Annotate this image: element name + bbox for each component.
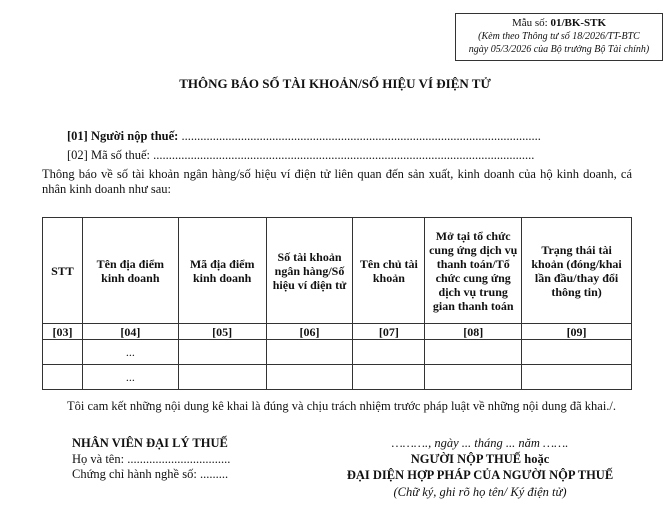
table-cell xyxy=(177,339,267,365)
header-provider: Mở tại tổ chức cung ứng dịch vụ thanh to… xyxy=(424,217,523,324)
table-cell xyxy=(352,339,426,365)
form-note-line2: ngày 05/3/2026 của Bộ trưởng Bộ Tài chín… xyxy=(468,44,650,55)
table-row: ... xyxy=(42,339,632,365)
header-status: Trạng thái tài khoản (đóng/khai lần đầu/… xyxy=(521,217,632,324)
taxpayer-label: [01] Người nộp thuế: xyxy=(67,129,179,143)
account-table: STT Tên địa điểm kinh doanh Mã địa điểm … xyxy=(42,217,632,390)
date-line: ………., ngày ... tháng ... năm ……. xyxy=(391,436,569,450)
table-cell: ... xyxy=(81,339,179,365)
code-cell: [05] xyxy=(177,323,267,340)
signature-note: (Chữ ký, ghi rõ họ tên/ Ký điện tử) xyxy=(393,485,567,499)
table-cell xyxy=(352,364,426,390)
intro-text: Thông báo về số tài khoản ngân hàng/số h… xyxy=(42,167,632,196)
table-cell xyxy=(424,364,523,390)
agent-name-line: Họ và tên: .............................… xyxy=(72,452,231,466)
code-cell: [06] xyxy=(265,323,354,340)
table-cell xyxy=(521,339,632,365)
form-code-box: Mẫu số: 01/BK-STK (Kèm theo Thông tư số … xyxy=(455,13,663,61)
table-cell xyxy=(42,364,83,390)
form-note-line1: (Kèm theo Thông tư số 18/2026/TT-BTC xyxy=(478,31,640,42)
document-title: THÔNG BÁO SỐ TÀI KHOẢN/SỐ HIỆU VÍ ĐIỆN T… xyxy=(179,76,491,91)
code-cell: [04] xyxy=(81,323,179,340)
tax-code-field: [02] Mã số thuế: .......................… xyxy=(67,148,534,163)
code-cell: [03] xyxy=(42,323,83,340)
taxpayer-value: ........................................… xyxy=(181,129,541,143)
code-cell: [09] xyxy=(521,323,632,340)
table-cell xyxy=(424,339,523,365)
signer-title-2: ĐẠI DIỆN HỢP PHÁP CỦA NGƯỜI NỘP THUẾ xyxy=(346,468,614,482)
table-header-row: STT Tên địa điểm kinh doanh Mã địa điểm … xyxy=(42,217,632,324)
table-code-row: [03] [04] [05] [06] [07] [08] [09] xyxy=(42,323,632,340)
commitment-text: Tôi cam kết những nội dung kê khai là đú… xyxy=(67,399,617,413)
table-cell xyxy=(265,339,354,365)
code-cell: [08] xyxy=(424,323,523,340)
table-cell xyxy=(177,364,267,390)
table-cell: ... xyxy=(81,364,179,390)
header-account-number: Số tài khoản ngân hàng/Số hiệu ví điện t… xyxy=(265,217,354,324)
header-account-holder: Tên chủ tài khoản xyxy=(352,217,426,324)
table-cell xyxy=(42,339,83,365)
table-cell xyxy=(265,364,354,390)
table-cell xyxy=(521,364,632,390)
code-cell: [07] xyxy=(352,323,426,340)
signer-title-1: NGƯỜI NỘP THUẾ hoặc xyxy=(410,452,550,466)
agent-cert-line: Chứng chỉ hành nghề số: ......... xyxy=(72,467,229,481)
form-code: Mẫu số: 01/BK-STK xyxy=(511,17,607,29)
header-location-code: Mã địa điểm kinh doanh xyxy=(177,217,267,324)
tax-code-label: [02] Mã số thuế: xyxy=(67,148,150,162)
header-location-name: Tên địa điểm kinh doanh xyxy=(81,217,179,324)
taxpayer-field: [01] Người nộp thuế: ...................… xyxy=(67,129,541,144)
table-row: ... xyxy=(42,364,632,390)
header-stt: STT xyxy=(42,217,83,324)
tax-code-value: ........................................… xyxy=(153,148,535,162)
agent-title: NHÂN VIÊN ĐẠI LÝ THUẾ xyxy=(72,436,228,450)
